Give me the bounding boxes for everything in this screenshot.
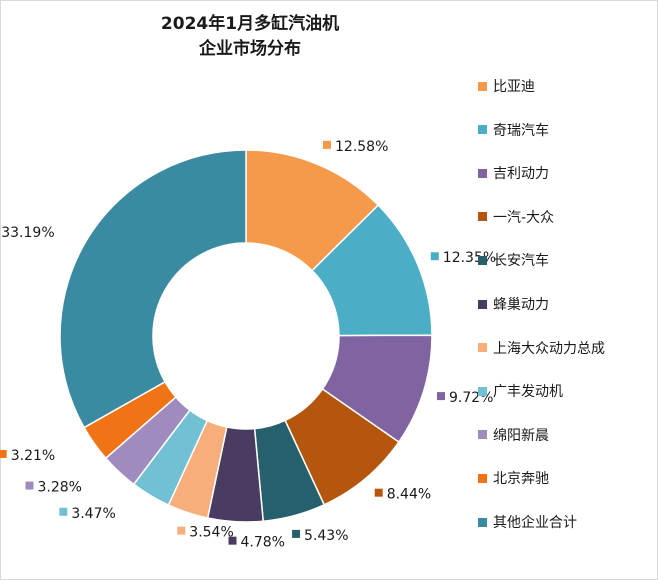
legend-item-5: 蜂巢动力 xyxy=(478,294,549,314)
data-label-marker-9 xyxy=(0,449,7,458)
data-label-5: 4.78% xyxy=(228,535,285,551)
chart-title-line-2: 企业市场分布 xyxy=(199,39,301,59)
legend-swatch-2 xyxy=(478,168,487,178)
data-label-marker-1 xyxy=(430,252,439,261)
legend-label-3: 一汽-大众 xyxy=(493,209,555,226)
legend-label-10: 其他企业合计 xyxy=(493,515,577,531)
data-label-10: 33.19% xyxy=(1,225,54,241)
legend-swatch-7 xyxy=(478,386,487,396)
legend-swatch-10 xyxy=(478,517,487,527)
data-label-text-3: 8.44% xyxy=(387,487,431,503)
data-label-marker-6 xyxy=(177,526,186,535)
legend-label-7: 广丰发动机 xyxy=(493,384,563,401)
legend-swatch-4 xyxy=(478,255,487,265)
legend-item-1: 奇瑞汽车 xyxy=(478,120,549,140)
data-label-7: 3.47% xyxy=(59,506,116,522)
data-label-text-10: 33.19% xyxy=(1,225,54,241)
data-label-text-6: 3.54% xyxy=(189,525,233,541)
data-label-3: 8.44% xyxy=(374,487,431,503)
legend-label-8: 绵阳新晨 xyxy=(493,427,549,444)
data-label-text-8: 3.28% xyxy=(37,480,81,496)
data-label-9: 3.21% xyxy=(0,448,55,464)
data-label-marker-4 xyxy=(292,529,301,538)
data-label-marker-0 xyxy=(323,140,332,149)
legend-label-6: 上海大众动力总成 xyxy=(493,340,605,357)
data-label-text-5: 4.78% xyxy=(241,535,285,551)
legend-item-3: 一汽-大众 xyxy=(478,207,554,227)
legend-item-0: 比亚迪 xyxy=(478,76,535,96)
data-label-marker-5 xyxy=(228,536,237,545)
legend-label-1: 奇瑞汽车 xyxy=(493,122,549,139)
data-label-0: 12.58% xyxy=(323,139,388,155)
legend-swatch-3 xyxy=(478,212,487,222)
data-label-text-4: 5.43% xyxy=(304,528,348,544)
data-label-marker-8 xyxy=(25,481,34,490)
chart-title: 2024年1月多缸汽油机 企业市场分布 xyxy=(150,12,350,62)
legend-label-5: 蜂巢动力 xyxy=(493,297,549,313)
legend-item-6: 上海大众动力总成 xyxy=(478,338,605,358)
legend-swatch-8 xyxy=(478,430,487,440)
legend-item-7: 广丰发动机 xyxy=(478,381,563,401)
data-label-text-7: 3.47% xyxy=(71,506,115,522)
legend-item-10: 其他企业合计 xyxy=(478,512,577,532)
data-label-text-0: 12.58% xyxy=(335,139,388,155)
data-label-marker-3 xyxy=(374,488,383,497)
legend-swatch-5 xyxy=(478,299,487,309)
legend-label-9: 北京奔驰 xyxy=(493,471,549,488)
data-label-4: 5.43% xyxy=(292,528,349,544)
legend-label-4: 长安汽车 xyxy=(493,253,549,270)
legend-item-4: 长安汽车 xyxy=(478,250,549,270)
legend-swatch-1 xyxy=(478,125,487,135)
chart-title-line-1: 2024年1月多缸汽油机 xyxy=(160,14,340,34)
data-label-text-9: 3.21% xyxy=(11,448,55,464)
donut-slice-10 xyxy=(59,149,247,429)
data-label-8: 3.28% xyxy=(25,480,82,496)
data-label-marker-2 xyxy=(436,392,445,401)
legend-label-2: 吉利动力 xyxy=(493,166,549,183)
legend-swatch-6 xyxy=(478,343,487,353)
legend-label-0: 比亚迪 xyxy=(493,79,535,95)
data-label-marker-7 xyxy=(59,507,68,516)
legend-swatch-9 xyxy=(478,473,487,483)
legend-swatch-0 xyxy=(478,81,487,91)
legend-item-2: 吉利动力 xyxy=(478,163,549,183)
legend-item-8: 绵阳新晨 xyxy=(478,425,549,445)
data-label-6: 3.54% xyxy=(177,525,234,541)
legend-item-9: 北京奔驰 xyxy=(478,468,549,488)
